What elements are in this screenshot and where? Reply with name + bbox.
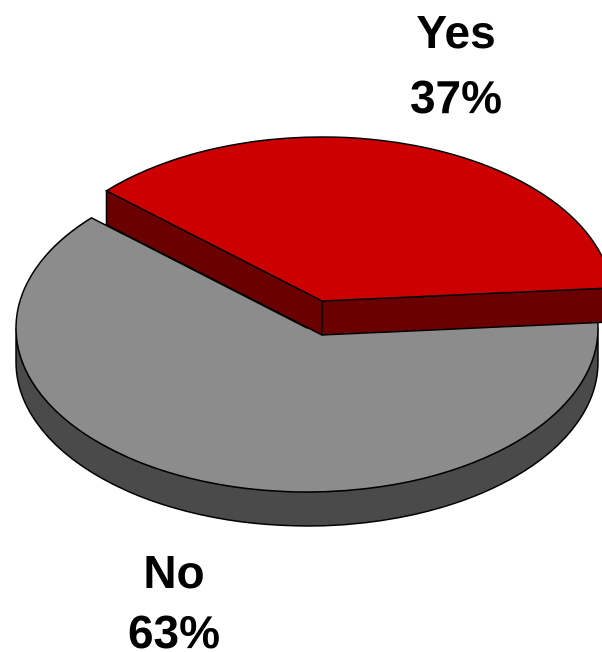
slice-no-group [15,216,599,527]
label-yes-percent: 37% [410,71,502,123]
slice-no-top [15,216,599,493]
slice-yes-group [104,136,602,337]
label-yes-name: Yes [416,6,495,58]
label-no-name: No [143,546,204,598]
label-no-percent: 63% [128,606,220,652]
slice-yes-top [104,136,602,302]
